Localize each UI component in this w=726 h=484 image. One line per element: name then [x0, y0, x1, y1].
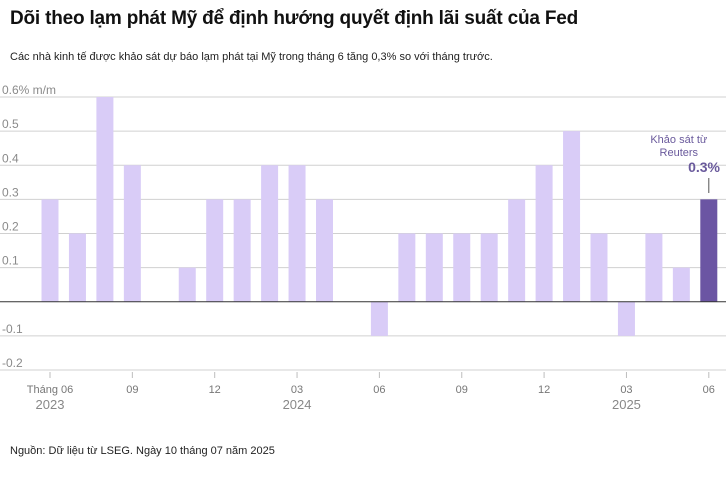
x-tick-label: 03: [620, 384, 632, 396]
bar: [425, 233, 443, 302]
annotation-text: Reuters: [660, 147, 699, 159]
y-tick-label: 0.2: [2, 220, 19, 234]
chart-subtitle: Các nhà kinh tế được khảo sát dự báo lạm…: [10, 51, 493, 63]
bar: [96, 97, 114, 302]
gridlines: [0, 96, 726, 371]
x-tick-label: 09: [126, 384, 138, 396]
bar: [535, 165, 553, 302]
bars: [41, 97, 718, 336]
bar: [41, 199, 59, 302]
y-tick-label: -0.1: [2, 322, 23, 336]
annotation-text: Khảo sát từ: [650, 134, 708, 146]
bar: [453, 233, 471, 302]
y-axis-ticks: 0.6% m/m 0.5 0.4 0.3 0.2 0.1 -0.1 -0.2: [2, 83, 56, 370]
bar: [617, 301, 635, 336]
bar: [178, 267, 196, 302]
bar: [398, 233, 416, 302]
bar-highlight: [700, 199, 718, 302]
source-note: Nguồn: Dữ liệu từ LSEG. Ngày 10 tháng 07…: [10, 445, 275, 457]
x-tick-label: Tháng 06: [27, 384, 73, 396]
x-tick-label: 12: [209, 384, 221, 396]
bar: [233, 199, 251, 302]
x-tick-label: 12: [538, 384, 550, 396]
x-tick-label: 06: [703, 384, 715, 396]
bar: [508, 199, 526, 302]
y-tick-label: 0.5: [2, 117, 19, 131]
bar: [590, 233, 608, 302]
bar: [316, 199, 333, 302]
bar: [645, 233, 663, 302]
annotation-value: 0.3%: [688, 159, 720, 175]
bar: [672, 267, 690, 302]
chart-title: Dõi theo lạm phát Mỹ để định hướng quyết…: [10, 8, 579, 29]
bar: [123, 165, 141, 302]
bar: [563, 131, 581, 302]
x-year-label: 2023: [36, 397, 65, 412]
bar: [288, 165, 306, 302]
bar: [206, 199, 224, 302]
x-year-label: 2025: [612, 397, 641, 412]
y-tick-label: 0.6% m/m: [2, 83, 56, 97]
y-tick-label: 0.1: [2, 254, 19, 268]
x-year-label: 2024: [283, 397, 312, 412]
y-tick-label: -0.2: [2, 356, 23, 370]
y-tick-label: 0.4: [2, 151, 19, 165]
bar: [370, 301, 388, 336]
bar: [480, 233, 498, 302]
bar-chart: 0.6% m/m 0.5 0.4 0.3 0.2 0.1 -0.1 -0.2 Tháng 06…: [0, 83, 726, 412]
y-tick-label: 0.3: [2, 185, 19, 199]
bar: [68, 233, 86, 302]
x-tick-label: 06: [373, 384, 385, 396]
x-tick-label: 09: [456, 384, 468, 396]
bar: [261, 165, 279, 302]
x-tick-label: 03: [291, 384, 303, 396]
